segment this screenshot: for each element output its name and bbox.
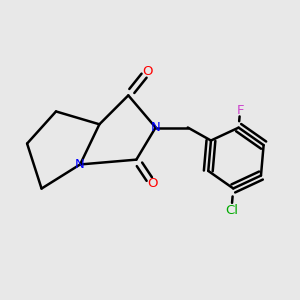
Text: N: N [151, 121, 160, 134]
Text: Cl: Cl [225, 204, 238, 217]
Text: N: N [75, 158, 85, 171]
Text: O: O [142, 65, 153, 78]
Text: O: O [147, 177, 158, 190]
Text: F: F [236, 103, 244, 116]
